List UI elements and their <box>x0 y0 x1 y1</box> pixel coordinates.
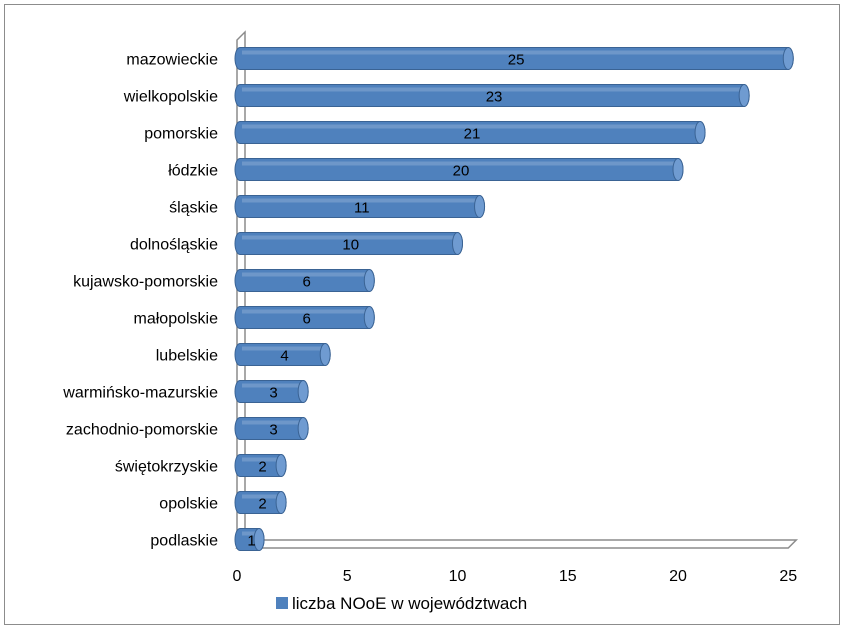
bar <box>234 121 706 144</box>
x-tick-label: 0 <box>233 568 242 585</box>
bar-cap <box>253 528 265 551</box>
x-tick-label: 10 <box>449 568 467 585</box>
category-labels: mazowieckie wielkopolskie pomorskie łódzkie… <box>62 52 218 550</box>
bars <box>234 47 794 551</box>
category-label: pomorskie <box>144 126 218 143</box>
bar <box>234 232 463 255</box>
bar-cap <box>672 158 684 181</box>
bar-highlight <box>242 50 789 55</box>
bar <box>234 84 750 107</box>
legend: liczba NOoE w województwach <box>276 594 527 613</box>
data-label: 11 <box>354 200 370 217</box>
bar-highlight <box>242 531 260 536</box>
legend-swatch <box>276 597 288 609</box>
data-label: 1 <box>247 533 255 550</box>
bar <box>234 491 287 514</box>
category-label: podlaskie <box>150 533 218 550</box>
bar-highlight <box>242 272 370 277</box>
bar-cap <box>297 380 309 403</box>
x-tick-label: 20 <box>669 568 687 585</box>
category-label: małopolskie <box>134 311 219 328</box>
bar-cap <box>275 454 287 477</box>
category-label: warmińsko-mazurskie <box>62 385 218 402</box>
category-label: lubelskie <box>156 348 218 365</box>
bar <box>234 380 309 403</box>
bar-cap <box>782 47 794 70</box>
category-label: dolnośląskie <box>130 237 218 254</box>
category-label: opolskie <box>159 496 218 513</box>
data-label: 6 <box>302 274 310 291</box>
bar <box>234 528 265 551</box>
bar-highlight <box>242 124 701 129</box>
bar-cap <box>474 195 486 218</box>
bar <box>234 158 684 181</box>
data-label: 3 <box>269 385 277 402</box>
category-label: śląskie <box>169 200 218 217</box>
bar-highlight <box>242 198 480 203</box>
bar-highlight <box>242 235 458 240</box>
data-label: 2 <box>258 496 266 513</box>
bar-highlight <box>242 346 326 351</box>
category-label: mazowieckie <box>126 52 218 69</box>
bar-highlight <box>242 87 745 92</box>
bar <box>234 47 794 70</box>
bar-highlight <box>242 494 282 499</box>
data-label: 21 <box>464 126 481 143</box>
bar-cap <box>694 121 706 144</box>
data-label: 20 <box>453 163 470 180</box>
data-label: 23 <box>486 89 503 106</box>
x-tick-label: 5 <box>343 568 352 585</box>
bar-cap <box>319 343 331 366</box>
legend-label: liczba NOoE w województwach <box>292 594 527 613</box>
bar-highlight <box>242 309 370 314</box>
x-tick-label: 25 <box>779 568 797 585</box>
data-label: 3 <box>269 422 277 439</box>
bar <box>234 454 287 477</box>
bar <box>234 306 375 329</box>
category-label: kujawsko-pomorskie <box>73 274 218 291</box>
bar-cap <box>363 269 375 292</box>
bar-highlight <box>242 420 304 425</box>
bar-highlight <box>242 457 282 462</box>
bar-cap <box>275 491 287 514</box>
bar <box>234 195 486 218</box>
bar-cap <box>452 232 463 255</box>
data-label: 10 <box>342 237 359 254</box>
category-label: wielkopolskie <box>123 89 218 106</box>
bar-highlight <box>242 161 678 166</box>
bar-cap <box>738 84 750 107</box>
bar-highlight <box>242 383 304 388</box>
category-label: zachodnio-pomorskie <box>66 422 218 439</box>
x-axis-ticks: 0 5 10 15 20 25 <box>233 568 798 585</box>
bar-cap <box>297 417 309 440</box>
x-axis-floor <box>235 539 799 549</box>
data-label: 4 <box>280 348 288 365</box>
bar <box>234 417 309 440</box>
bar-cap <box>363 306 375 329</box>
x-tick-label: 15 <box>559 568 577 585</box>
category-label: łódzkie <box>168 163 218 180</box>
data-label: 6 <box>302 311 310 328</box>
chart-area <box>4 4 840 625</box>
data-label: 2 <box>258 459 266 476</box>
data-label: 25 <box>508 52 525 69</box>
bar <box>234 269 375 292</box>
category-label: świętokrzyskie <box>115 459 218 476</box>
bar <box>234 343 331 366</box>
